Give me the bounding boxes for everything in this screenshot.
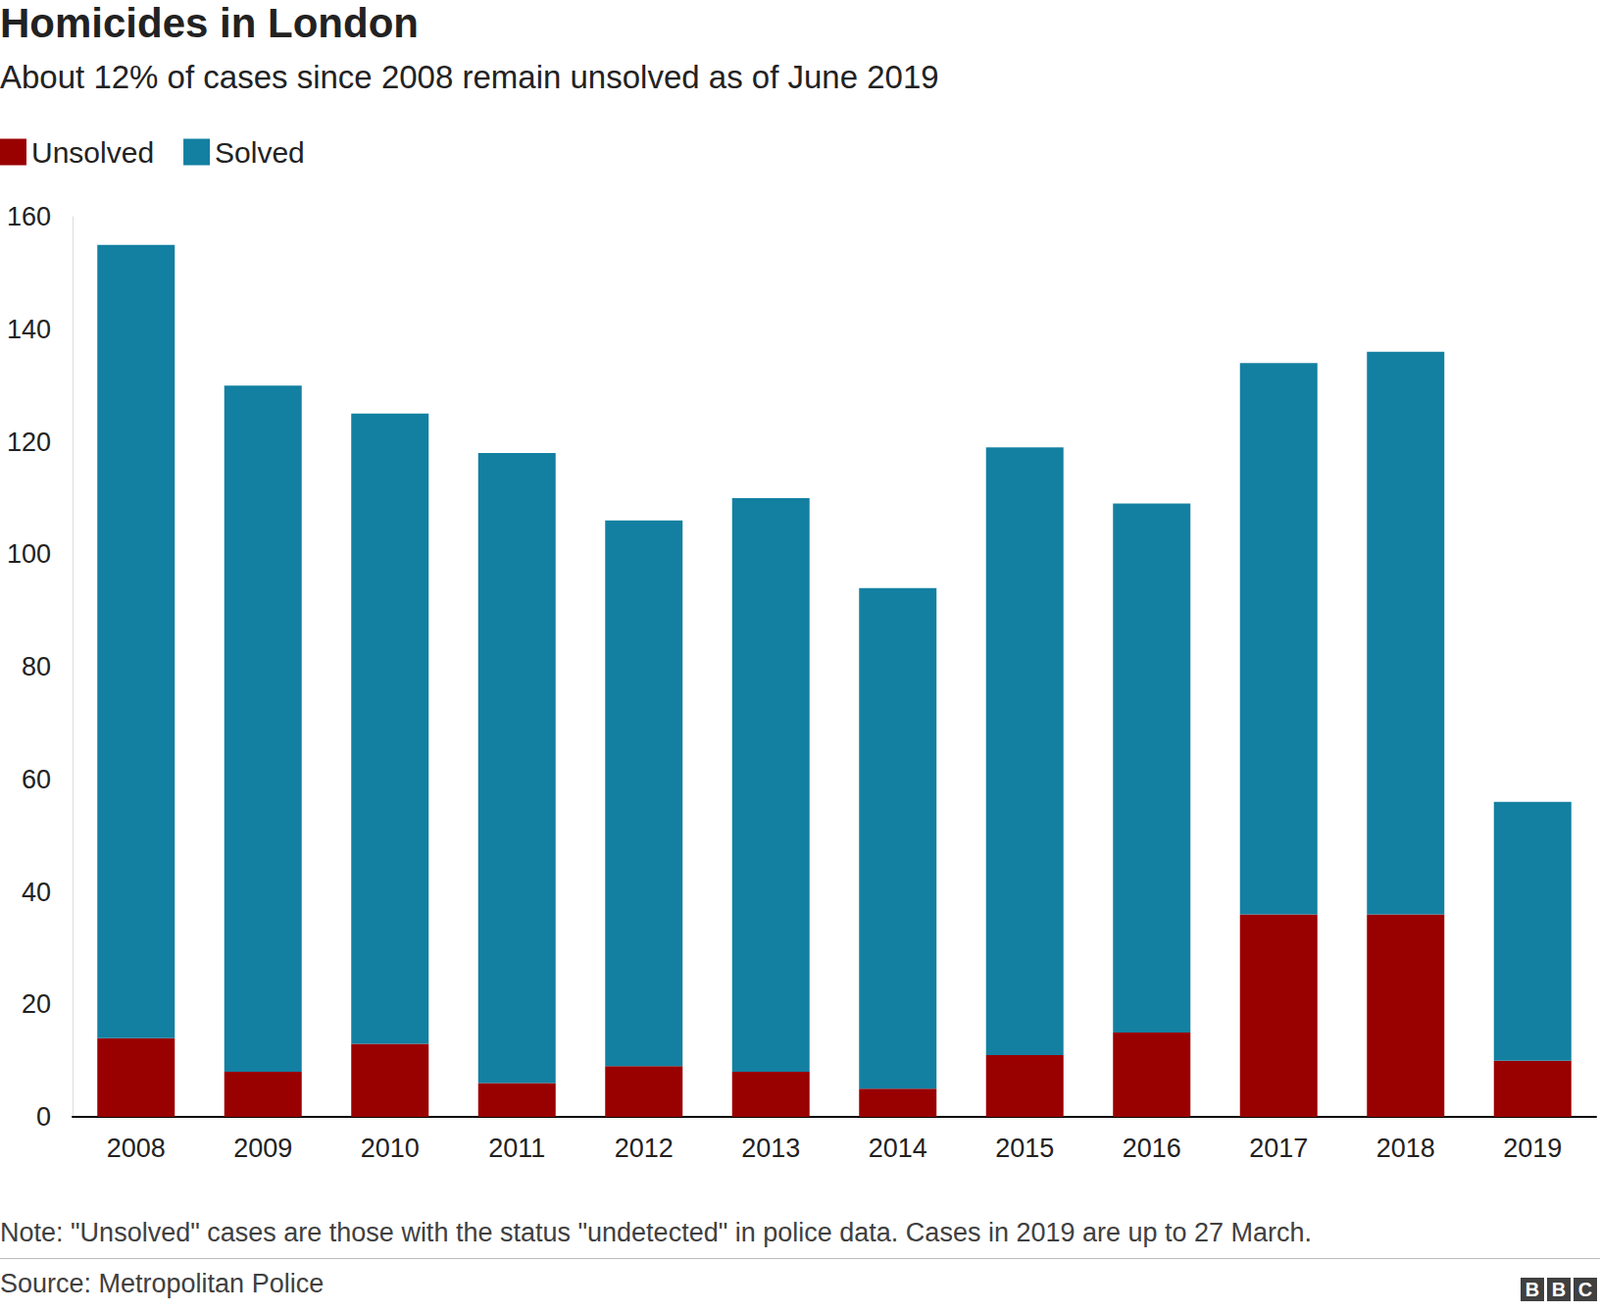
svg-text:2012: 2012 [614,1133,674,1163]
svg-text:140: 140 [6,314,51,345]
svg-text:0: 0 [36,1101,51,1132]
svg-text:2010: 2010 [360,1133,420,1163]
svg-text:2015: 2015 [995,1133,1054,1163]
svg-text:2013: 2013 [741,1133,800,1163]
svg-text:2018: 2018 [1376,1133,1436,1163]
svg-text:Source: Metropolitan Police: Source: Metropolitan Police [0,1268,324,1299]
svg-text:2009: 2009 [233,1133,293,1163]
svg-text:160: 160 [6,201,51,232]
svg-text:2019: 2019 [1502,1133,1562,1163]
svg-text:120: 120 [6,427,51,457]
svg-text:Unsolved: Unsolved [31,136,154,169]
svg-text:60: 60 [21,764,51,795]
svg-text:B: B [1525,1278,1540,1300]
svg-text:Note: "Unsolved" cases are tho: Note: "Unsolved" cases are those with th… [0,1217,1312,1248]
svg-text:2008: 2008 [106,1133,166,1163]
svg-text:Homicides in London: Homicides in London [0,0,419,47]
svg-text:100: 100 [6,539,51,569]
svg-text:2017: 2017 [1249,1133,1308,1163]
svg-text:About 12% of cases since 2008: About 12% of cases since 2008 remain uns… [0,58,940,96]
svg-text:40: 40 [21,877,51,907]
svg-text:C: C [1578,1278,1593,1300]
svg-text:2011: 2011 [488,1133,546,1163]
svg-text:2014: 2014 [868,1133,928,1163]
svg-text:Solved: Solved [214,136,305,169]
svg-text:2016: 2016 [1122,1133,1182,1163]
svg-text:80: 80 [21,651,51,682]
svg-text:B: B [1551,1278,1566,1300]
svg-text:20: 20 [21,989,51,1019]
